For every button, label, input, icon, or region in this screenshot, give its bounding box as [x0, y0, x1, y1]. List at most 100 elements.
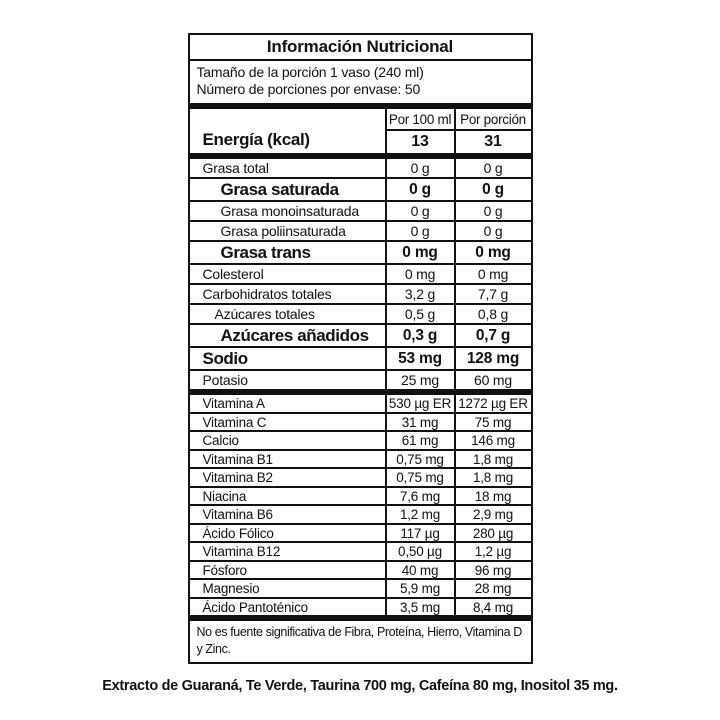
- per-portion-value: 280 µg: [453, 524, 531, 542]
- per-100ml-value: 0,50 µg: [384, 543, 454, 560]
- nutrient-label: Vitamina B2: [202, 470, 274, 486]
- serving-size-text: Tamaño de la porción 1 vaso (240 ml): [196, 63, 424, 80]
- nutrient-label: Azúcares añadidos: [220, 325, 370, 345]
- column-header-per-portion: Por porción: [453, 109, 531, 132]
- per-100ml-value: 0,5 g: [384, 305, 454, 324]
- per-100ml-value: 25 mg: [384, 371, 454, 390]
- table-row: Vitamina B6 1,2 mg 2,9 mg: [189, 504, 531, 523]
- nutrient-label: Azúcares totales: [214, 306, 315, 323]
- nutrient-label: Vitamina B6: [202, 507, 274, 523]
- per-portion-value: 0 g: [453, 222, 531, 241]
- per-portion-value: 75 mg: [453, 413, 531, 431]
- nutrient-label: Niacina: [202, 488, 247, 504]
- supplement-note: Extracto de Guaraná, Te Verde, Taurina 7…: [102, 677, 618, 694]
- table-title: Información Nutricional: [189, 35, 531, 61]
- per-portion-value: 0,7 g: [453, 325, 531, 347]
- per-100ml-value: 61 mg: [384, 432, 454, 449]
- per-portion-value: 1272 µg ER: [453, 395, 531, 412]
- nutrient-label: Vitamina C: [202, 414, 267, 430]
- nutrient-label: Calcio: [202, 433, 240, 449]
- per-100ml-value: 0,75 mg: [384, 469, 454, 486]
- per-100ml-value: 0 g: [384, 222, 454, 241]
- per-portion-value: 1,2 µg: [453, 543, 531, 560]
- per-100ml-value: 40 mg: [384, 561, 454, 579]
- per-100ml-value: 0 mg: [384, 265, 454, 284]
- per-portion-value: 1,8 mg: [453, 469, 531, 486]
- nutrient-label: Carbohidratos totales: [202, 286, 332, 303]
- nutrient-label: Ácido Fólico: [202, 525, 274, 541]
- per-portion-value: 0 g: [453, 202, 531, 221]
- nutrient-label: Grasa poliinsaturada: [220, 223, 346, 240]
- table-row: Colesterol 0 mg 0 mg: [189, 263, 531, 284]
- per-100ml-value: 0 mg: [384, 242, 454, 264]
- energy-section: Energía (kcal) Por 100 ml Por porción 13…: [190, 109, 531, 154]
- nutrient-label: Vitamina A: [202, 396, 265, 412]
- per-portion-value: 0 g: [453, 179, 531, 201]
- nutrient-label: Grasa monoinsaturada: [220, 203, 360, 220]
- per-portion-value: 60 mg: [453, 371, 531, 390]
- per-100ml-value: 7,6 mg: [384, 487, 454, 505]
- table-row: Magnesio 5,9 mg 28 mg: [189, 578, 531, 597]
- energy-per-100ml-value: 13: [384, 131, 454, 154]
- thick-separator: [189, 615, 531, 622]
- per-portion-value: 8,4 mg: [453, 598, 531, 616]
- per-portion-value: 18 mg: [453, 487, 531, 505]
- table-row: Grasa trans 0 mg 0 mg: [189, 240, 531, 264]
- table-row: Carbohidratos totales 3,2 g 7,7 g: [189, 283, 531, 304]
- per-portion-value: 7,7 g: [453, 285, 531, 304]
- per-100ml-value: 3,2 g: [384, 285, 454, 304]
- per-portion-value: 0,8 g: [453, 305, 531, 324]
- nutrient-label: Sodio: [202, 348, 249, 368]
- footnote: No es fuente significativa de Fibra, Pro…: [196, 625, 523, 656]
- per-100ml-value: 117 µg: [384, 524, 454, 542]
- per-100ml-value: 3,5 mg: [384, 598, 454, 616]
- table-row: Vitamina C 31 mg 75 mg: [189, 411, 531, 431]
- table-row: Vitamina A 530 µg ER 1272 µg ER: [190, 395, 531, 412]
- table-row: Fósforo 40 mg 96 mg: [189, 559, 531, 579]
- table-row: Sodio 53 mg 128 mg: [189, 346, 531, 370]
- energy-label: Energía (kcal): [202, 130, 311, 150]
- table-row: Vitamina B1 0,75 mg 1,8 mg: [189, 448, 531, 468]
- column-header-per-100ml: Por 100 ml: [384, 109, 454, 132]
- per-100ml-value: 530 µg ER: [384, 395, 454, 412]
- per-100ml-value: 0,3 g: [384, 325, 454, 347]
- table-row: Ácido Fólico 117 µg 280 µg: [189, 522, 531, 542]
- thick-separator: [189, 153, 531, 160]
- per-portion-value: 0 mg: [453, 242, 531, 264]
- per-100ml-value: 0 g: [384, 202, 454, 221]
- per-100ml-value: 0,75 mg: [384, 450, 454, 468]
- per-100ml-value: 31 mg: [384, 413, 454, 431]
- per-100ml-value: 0 g: [384, 179, 454, 201]
- per-portion-value: 96 mg: [453, 561, 531, 579]
- nutrient-label: Vitamina B12: [202, 544, 281, 560]
- per-100ml-value: 1,2 mg: [384, 506, 454, 523]
- nutrition-facts-table: Información Nutricional Tamaño de la por…: [187, 33, 533, 664]
- nutrient-label: Grasa total: [202, 160, 269, 177]
- serving-info: Tamaño de la porción 1 vaso (240 ml) Núm…: [190, 61, 531, 104]
- per-portion-value: 128 mg: [453, 348, 531, 370]
- per-100ml-value: 53 mg: [384, 348, 454, 370]
- nutrient-label: Potasio: [202, 372, 248, 389]
- nutrient-label: Ácido Pantoténico: [202, 599, 309, 615]
- thick-separator: [189, 103, 531, 110]
- per-portion-value: 0 mg: [453, 265, 531, 284]
- per-portion-value: 0 g: [453, 159, 531, 178]
- per-portion-value: 1,8 mg: [453, 450, 531, 468]
- servings-per-container-text: Número de porciones por envase: 50: [196, 81, 421, 98]
- nutrient-label: Colesterol: [202, 266, 264, 283]
- per-portion-value: 28 mg: [453, 580, 531, 597]
- per-portion-value: 146 mg: [453, 432, 531, 449]
- micronutrient-rows: Vitamina A 530 µg ER 1272 µg ER Vitamina C 3…: [189, 395, 531, 616]
- table-row: Azúcares añadidos 0,3 g 0,7 g: [189, 323, 531, 347]
- per-portion-value: 2,9 mg: [453, 506, 531, 523]
- nutrient-label: Grasa trans: [220, 242, 312, 262]
- table-row: Vitamina B12 0,50 µg 1,2 µg: [189, 541, 531, 560]
- nutrient-label: Vitamina B1: [202, 451, 274, 467]
- table-row: Vitamina B2 0,75 mg 1,8 mg: [189, 467, 531, 486]
- per-100ml-value: 0 g: [384, 159, 454, 178]
